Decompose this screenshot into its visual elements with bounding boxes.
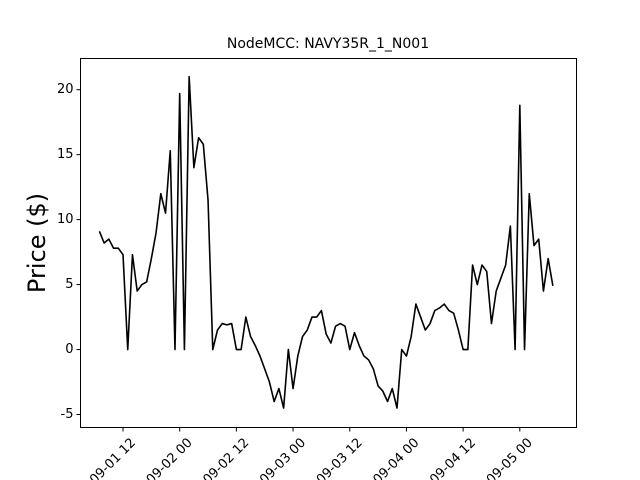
y-tick-label: 15: [57, 147, 74, 162]
y-tick-label: 20: [57, 82, 74, 97]
x-tick-label: 09-04 00: [370, 436, 422, 480]
x-tick-label: 09-05 00: [484, 436, 536, 480]
y-tick-label: 10: [57, 212, 74, 227]
x-tick-label: 09-03 12: [314, 436, 366, 480]
price-line: [98, 75, 554, 409]
x-tick-label: 09-02 00: [144, 436, 196, 480]
plot-frame: [80, 58, 577, 428]
x-tick-label: 09-03 00: [257, 436, 309, 480]
y-tick-label: 5: [65, 277, 73, 292]
chart-title: NodeMCC: NAVY35R_1_N001: [227, 36, 429, 52]
x-tick-label: 09-04 12: [427, 436, 479, 480]
x-tick-label: 09-02 12: [200, 436, 252, 480]
y-axis-label: Price ($): [23, 193, 51, 293]
y-tick-label: 0: [65, 342, 73, 357]
x-tick-label: 09-01 12: [87, 436, 139, 480]
y-tick-label: -5: [61, 407, 74, 422]
